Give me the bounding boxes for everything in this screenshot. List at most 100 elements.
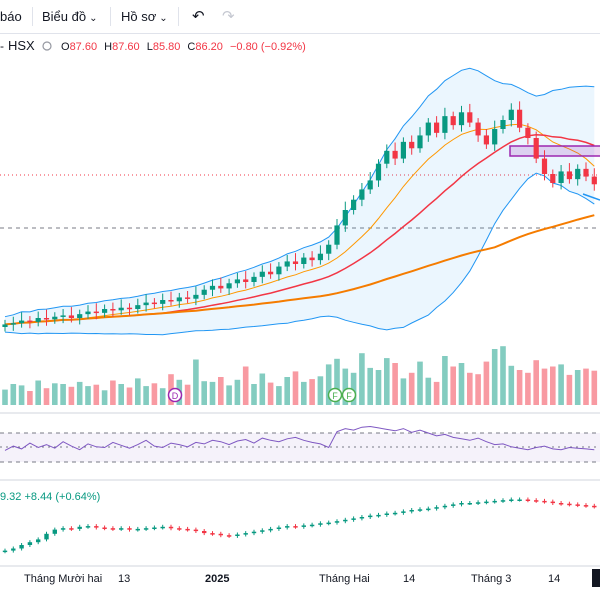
index-candle-body bbox=[268, 528, 273, 531]
candle-body bbox=[68, 315, 74, 318]
index-candle-body bbox=[85, 526, 91, 528]
candle-body bbox=[442, 116, 448, 133]
index-candle-body bbox=[119, 528, 124, 530]
volume-bar bbox=[574, 370, 581, 405]
index-candle-body bbox=[567, 503, 572, 506]
index-candle-body bbox=[94, 526, 99, 528]
candle-body bbox=[102, 309, 108, 313]
candle-body bbox=[292, 261, 299, 264]
index-candle-body bbox=[27, 542, 33, 545]
event-marker-label: D bbox=[172, 391, 179, 401]
volume-bar bbox=[558, 364, 564, 405]
redo-arrow-icon[interactable]: ↷ bbox=[222, 8, 235, 25]
volume-bar bbox=[550, 366, 556, 405]
candle-body bbox=[533, 138, 539, 159]
index-candle-body bbox=[260, 530, 265, 532]
event-marker-label: F bbox=[346, 391, 352, 401]
time-axis-label: 13 bbox=[118, 573, 130, 585]
volume-bar bbox=[226, 385, 232, 405]
candle-body bbox=[284, 261, 290, 267]
candle-body bbox=[367, 180, 373, 190]
index-candle-body bbox=[426, 508, 431, 511]
index-candle-body bbox=[102, 527, 107, 529]
volume-bar bbox=[60, 384, 66, 405]
index-candle-body bbox=[226, 535, 232, 537]
index-candle-body bbox=[409, 510, 414, 512]
index-candle-body bbox=[110, 528, 116, 530]
volume-bar bbox=[52, 383, 58, 405]
index-candle-body bbox=[401, 511, 406, 513]
rsi-line bbox=[4, 425, 595, 451]
candle-body bbox=[226, 283, 232, 289]
volume-bar bbox=[408, 372, 415, 405]
chart-menu-button[interactable]: Biểu đồ ⌄ bbox=[42, 0, 97, 33]
index-candle-body bbox=[185, 528, 190, 531]
legend-prefix: - bbox=[0, 39, 4, 53]
volume-bar bbox=[525, 372, 531, 405]
event-marker-financial[interactable]: F bbox=[327, 387, 343, 403]
volume-bar bbox=[301, 381, 307, 405]
index-candle-body bbox=[177, 528, 182, 530]
chart-canvas[interactable]: D F F - HSX O87.60 H87.60 L85.80 C86.20 … bbox=[0, 34, 600, 600]
time-axis[interactable]: Tháng Mười hai 13 2025 Tháng Hai 14 Thán… bbox=[24, 569, 600, 587]
index-candle-body bbox=[417, 509, 423, 511]
time-axis-marker bbox=[592, 569, 600, 587]
candle-body bbox=[450, 116, 456, 126]
volume-bar bbox=[359, 353, 365, 405]
candle-body bbox=[384, 150, 390, 164]
volume-bar bbox=[242, 366, 249, 405]
chevron-down-icon: ⌄ bbox=[159, 13, 168, 24]
candle-body bbox=[483, 135, 489, 145]
legend-exchange: HSX bbox=[8, 38, 35, 53]
volume-bar bbox=[334, 358, 340, 405]
candle-body bbox=[425, 122, 431, 136]
toolbar-item-alert[interactable]: báo bbox=[0, 9, 22, 24]
event-marker-financial[interactable]: F bbox=[341, 387, 357, 403]
time-axis-label: Tháng Mười hai bbox=[24, 573, 102, 585]
candle-body bbox=[566, 171, 572, 180]
volume-bar bbox=[193, 359, 199, 405]
candle-body bbox=[475, 122, 481, 136]
volume-bar bbox=[292, 371, 299, 405]
candle-body bbox=[209, 285, 216, 290]
candle-body bbox=[525, 127, 531, 138]
volume-bar bbox=[135, 378, 141, 405]
legend-l-label: L bbox=[147, 41, 153, 53]
candle-body bbox=[160, 300, 166, 304]
candle-body bbox=[60, 315, 66, 317]
candle-body bbox=[492, 129, 498, 145]
volume-bar bbox=[93, 384, 100, 405]
trend-line[interactable] bbox=[582, 193, 600, 201]
volume-bar bbox=[467, 372, 473, 405]
index-candle-body bbox=[434, 507, 439, 509]
symbol-legend[interactable]: - HSX O87.60 H87.60 L85.80 C86.20 −0.80 … bbox=[0, 38, 306, 53]
index-candle-body bbox=[550, 501, 555, 504]
volume-bar bbox=[234, 379, 241, 405]
volume-bar bbox=[259, 373, 266, 405]
index-candle-body bbox=[276, 527, 282, 529]
volume-bar bbox=[566, 374, 573, 405]
volume-bar bbox=[284, 377, 290, 405]
legend-o-value: 87.60 bbox=[70, 41, 98, 53]
index-candle-body bbox=[484, 501, 489, 504]
candle-body bbox=[27, 320, 33, 323]
moving-average-slow bbox=[4, 214, 595, 326]
profile-menu-button[interactable]: Hồ sơ ⌄ bbox=[121, 0, 168, 33]
volume-bar bbox=[143, 386, 149, 405]
candle-body bbox=[309, 257, 315, 261]
time-axis-label: Tháng Hai bbox=[319, 573, 370, 585]
volume-bar bbox=[541, 368, 548, 405]
index-candle-body bbox=[592, 505, 597, 508]
candle-body bbox=[591, 176, 597, 185]
event-marker-dividend[interactable]: D bbox=[167, 387, 183, 403]
undo-arrow-icon[interactable]: ↶ bbox=[192, 8, 205, 25]
volume-bar bbox=[367, 367, 373, 405]
candle-body bbox=[392, 150, 398, 159]
candle-body bbox=[2, 324, 8, 327]
price-zone-rectangle[interactable] bbox=[509, 145, 600, 157]
index-candle-body bbox=[475, 502, 481, 504]
candle-body bbox=[558, 171, 564, 183]
candle-body bbox=[176, 297, 182, 302]
candle-body bbox=[375, 163, 382, 181]
volume-bar bbox=[201, 381, 207, 405]
